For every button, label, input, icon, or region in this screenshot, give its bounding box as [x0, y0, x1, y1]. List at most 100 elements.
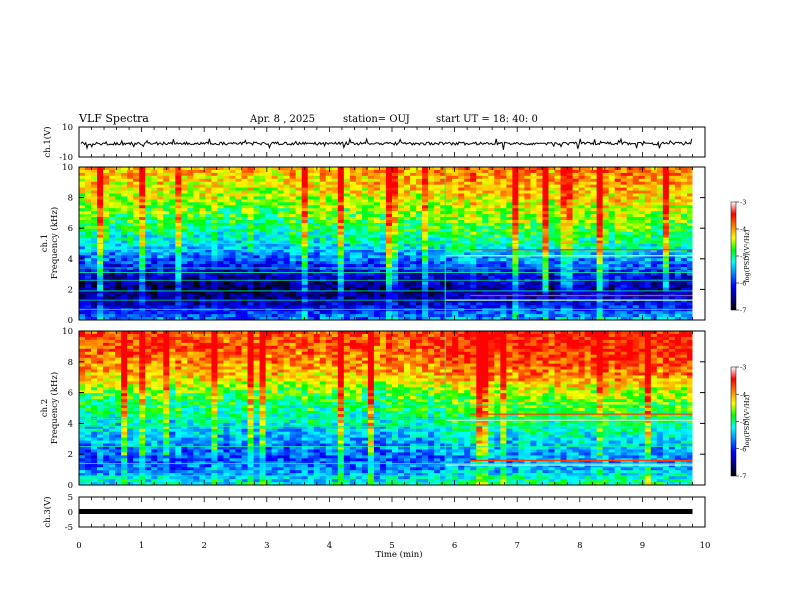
spectrogram-cell [301, 175, 309, 180]
spectrogram-cell [500, 214, 507, 218]
spectrogram-cell [331, 205, 339, 209]
spectrogram-cell [602, 208, 610, 212]
spectrogram-cell [554, 231, 562, 236]
spectrogram-cell [464, 255, 471, 259]
spectrogram-cell [241, 272, 249, 277]
spectrogram-cell [301, 272, 309, 277]
spectrogram-cell [422, 240, 429, 245]
spectrogram-cell [325, 237, 333, 242]
spectrogram-cell [319, 181, 327, 186]
spectrogram-cell [506, 217, 513, 221]
spectrogram-cell [482, 302, 489, 306]
spectrogram-cell [614, 272, 622, 277]
spectrogram-cell [97, 284, 104, 289]
spectrogram-cell [301, 258, 309, 262]
spectrogram-cell [85, 269, 92, 274]
spectrogram-cell [638, 193, 646, 198]
spectrogram-cell [361, 305, 369, 309]
spectrogram-cell [434, 193, 441, 198]
spectrogram-cell [410, 317, 417, 320]
spectrogram-cell [404, 199, 411, 203]
spectrogram-cell [536, 302, 544, 306]
spectrogram-cell [181, 219, 188, 224]
spectrogram-cell [428, 193, 435, 198]
spectrogram-cell [157, 293, 164, 298]
spectrogram-cell [181, 261, 188, 265]
spectrogram-cell [79, 311, 86, 315]
spectrogram-cell [133, 305, 140, 309]
spectrogram-cell [127, 196, 134, 200]
spectrogram-cell [452, 190, 459, 195]
spectrogram-cell [307, 208, 315, 212]
spectrogram-cell [181, 225, 188, 230]
spectrogram-cell [434, 311, 441, 315]
spectrogram-cell [361, 208, 369, 212]
spectrogram-cell [620, 302, 628, 306]
spectrogram-cell [355, 184, 363, 189]
spectrogram-cell [620, 237, 628, 242]
spectrogram-cell [109, 167, 116, 171]
spectrogram-cell [548, 249, 556, 253]
spectrogram-cell [620, 219, 628, 224]
spectrogram-cell [404, 272, 411, 277]
spectrogram-cell [343, 240, 351, 245]
spectrogram-cell [638, 231, 646, 236]
spectrogram-cell [127, 219, 134, 224]
spectrogram-cell [488, 167, 495, 171]
spectrogram-cell [590, 281, 598, 286]
spectrogram-cell [379, 211, 387, 215]
spectrogram-cell [235, 293, 243, 298]
spectrogram-cell [482, 314, 489, 318]
spectrogram-cell [229, 281, 237, 286]
spectrogram-cell [584, 296, 592, 300]
spectrogram-cell [398, 290, 405, 295]
spectrogram-cell [452, 311, 459, 315]
spectrogram-cell [223, 190, 231, 195]
spectrogram-cell [229, 199, 237, 203]
spectrogram-cell [470, 172, 477, 177]
spectrogram-cell [512, 299, 519, 303]
spectrogram-cell [355, 305, 363, 309]
spectrogram-cell [542, 255, 550, 259]
spectrogram-cell [446, 190, 453, 195]
spectrogram-cell [295, 261, 303, 265]
spectrogram-cell [157, 264, 164, 268]
spectrogram-cell [626, 255, 634, 259]
spectrogram-cell [223, 225, 231, 230]
spectrogram-cell [157, 228, 164, 233]
spectrogram-cell [428, 172, 435, 177]
spectrogram-cell [211, 222, 219, 227]
spectrogram-cell [277, 181, 285, 186]
spectrogram-cell [199, 246, 206, 250]
spectrogram-cell [229, 261, 237, 265]
spectrogram-cell [434, 272, 441, 277]
spectrogram-cell [139, 293, 146, 298]
spectrogram-cell [536, 199, 544, 203]
spectrogram-cell [109, 181, 116, 186]
spectrogram-cell [199, 290, 206, 295]
spectrogram-cell [440, 211, 447, 215]
spectrogram-cell [464, 190, 471, 195]
spectrogram-cell [644, 299, 652, 303]
spectrogram-cell [211, 311, 219, 315]
spectrogram-cell [259, 284, 267, 289]
spectrogram-cell [596, 187, 604, 192]
spectrogram-cell [596, 243, 604, 248]
spectrogram-cell [301, 219, 309, 224]
spectrogram-cell [650, 175, 658, 180]
spectrogram-cell [349, 199, 357, 203]
spectrogram-cell [361, 190, 369, 195]
spectrogram-cell [524, 234, 532, 239]
spectrogram-cell [295, 181, 303, 186]
spectrogram-cell [139, 208, 146, 212]
spectrogram-cell [145, 190, 152, 195]
spectrogram-cell [139, 178, 146, 183]
spectrogram-cell [650, 275, 658, 280]
spectrogram-cell [223, 311, 231, 315]
spectrogram-cell [253, 269, 261, 274]
spectrogram-cell [452, 231, 459, 236]
spectrogram-cell [614, 225, 622, 230]
spectrogram-cell [566, 181, 574, 186]
spectrogram-cell [506, 205, 513, 209]
spectrogram-cell [85, 284, 92, 289]
